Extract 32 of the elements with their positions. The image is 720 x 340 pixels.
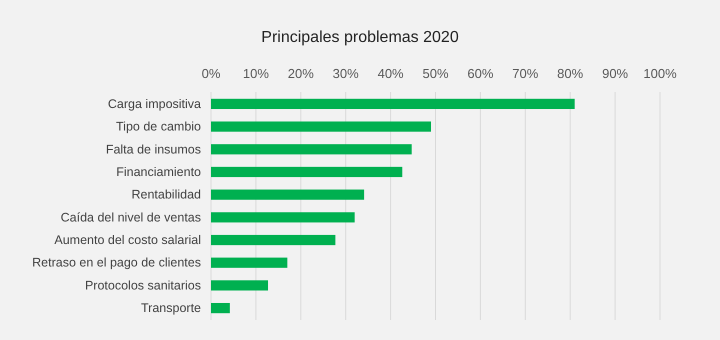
y-tick-label: Transporte (141, 301, 202, 316)
y-tick-label: Aumento del costo salarial (54, 233, 201, 248)
bar (211, 280, 268, 291)
y-tick-label: Retraso en el pago de clientes (32, 256, 201, 270)
bar (211, 234, 336, 246)
x-tick-label: 10% (242, 66, 270, 81)
bar (211, 258, 288, 268)
y-tick-label: Caída del nivel de ventas (60, 210, 201, 224)
bar (211, 121, 432, 132)
chart-title: Principales problemas 2020 (261, 29, 459, 46)
y-tick-label: Rentabilidad (132, 188, 202, 202)
bar (211, 166, 402, 178)
bar (211, 302, 230, 314)
bar (211, 98, 575, 110)
bar (211, 190, 364, 200)
y-tick-label: Tipo de cambio (116, 120, 202, 134)
bar (211, 212, 355, 222)
x-tick-label: 60% (467, 66, 494, 81)
y-tick-label: Protocolos sanitarios (84, 278, 201, 292)
x-tick-label: 40% (378, 66, 404, 81)
x-tick-label: 30% (332, 66, 360, 81)
x-tick-label: 100% (643, 66, 678, 81)
x-tick-label: 20% (288, 66, 314, 81)
x-tick-label: 50% (422, 66, 449, 81)
x-tick-label: 80% (557, 66, 584, 81)
bar (211, 144, 412, 154)
y-tick-label: Falta de insumos (106, 142, 201, 156)
x-tick-label: 0% (202, 66, 221, 81)
x-tick-label: 90% (602, 66, 629, 81)
x-tick-label: 70% (512, 66, 539, 81)
y-tick-label: Financiamiento (116, 164, 202, 179)
y-tick-label: Carga impositiva (108, 96, 202, 111)
